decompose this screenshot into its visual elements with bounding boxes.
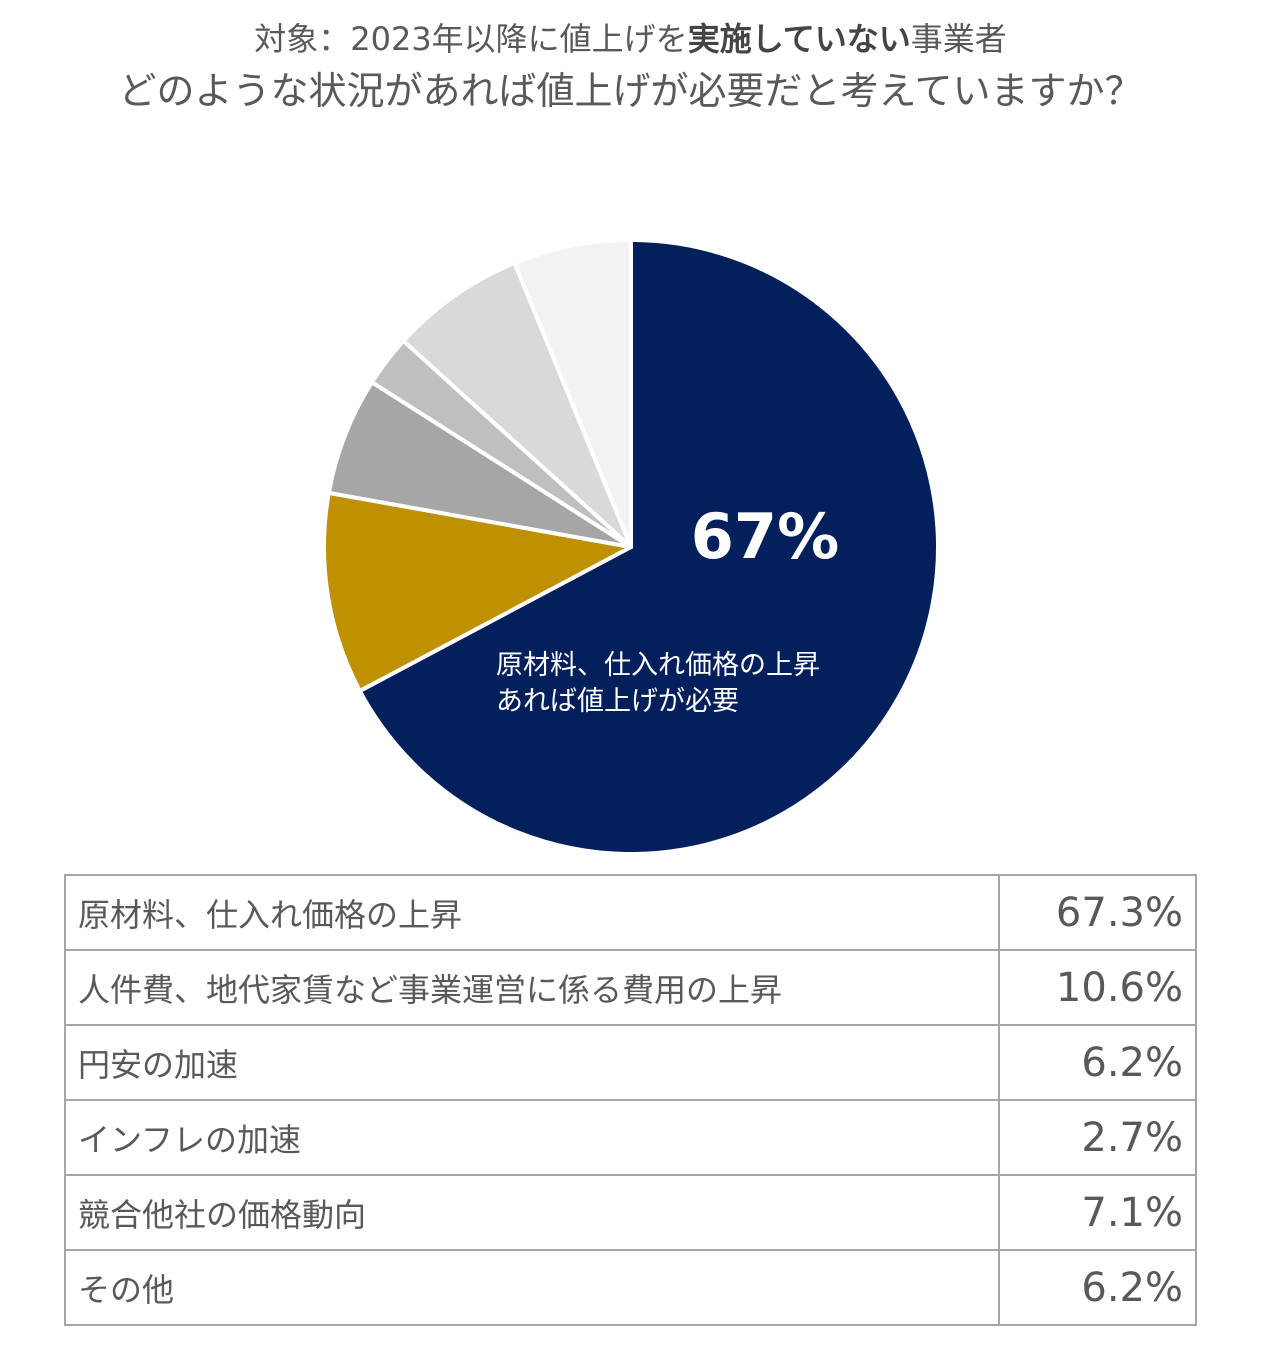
table-row: インフレの加速 2.7% (64, 1099, 1197, 1176)
main-slice-label-line1: 原材料、仕入れ価格の上昇 (496, 650, 820, 681)
main-slice-percent: 67% (690, 500, 840, 573)
pie-slice-5 (401, 260, 633, 549)
pie-slice-3 (326, 380, 633, 549)
row-label: インフレの加速 (64, 1099, 1000, 1176)
data-table-body: 原材料、仕入れ価格の上昇 67.3% 人件費、地代家賃など事業運営に係る費用の上昇 1… (64, 874, 1197, 1326)
title-bold: 実施していない (687, 20, 911, 58)
chart-title-line1: 対象：2023年以降に値上げを実施していない事業者 (0, 14, 1261, 60)
row-label: 円安の加速 (64, 1024, 1000, 1101)
row-label: 競合他社の価格動向 (64, 1174, 1000, 1251)
main-slice-label: 原材料、仕入れ価格の上昇 あれば値上げが必要 (496, 648, 820, 720)
row-value: 6.2% (998, 1024, 1197, 1101)
row-value: 6.2% (998, 1249, 1197, 1326)
table-row: 人件費、地代家賃など事業運営に係る費用の上昇 10.6% (64, 949, 1197, 1026)
row-value: 10.6% (998, 949, 1197, 1026)
title-prefix: 対象：2023年以降に値上げを (254, 20, 688, 58)
row-value: 67.3% (998, 874, 1197, 951)
pie-slice-1 (357, 238, 940, 856)
main-slice-label-line2: あれば値上げが必要 (496, 686, 739, 717)
chart-title-line2: どのような状況があれば値上げが必要だと考えていますか？ (118, 69, 1143, 113)
row-value: 7.1% (998, 1174, 1197, 1251)
table-row: その他 6.2% (64, 1249, 1197, 1326)
table-row: 競合他社の価格動向 7.1% (64, 1174, 1197, 1251)
row-label: 人件費、地代家賃など事業運営に係る費用の上昇 (64, 949, 1000, 1026)
row-value: 2.7% (998, 1099, 1197, 1176)
title-suffix: 事業者 (910, 20, 1007, 58)
table-row: 円安の加速 6.2% (64, 1024, 1197, 1101)
pie-chart (322, 238, 940, 856)
pie-slice-6 (512, 238, 633, 549)
data-table: 原材料、仕入れ価格の上昇 67.3% 人件費、地代家賃など事業運営に係る費用の上昇 1… (64, 874, 1197, 1326)
table-row: 原材料、仕入れ価格の上昇 67.3% (64, 874, 1197, 951)
row-label: 原材料、仕入れ価格の上昇 (64, 874, 1000, 951)
pie-slice-2 (322, 490, 633, 693)
row-label: その他 (64, 1249, 1000, 1326)
